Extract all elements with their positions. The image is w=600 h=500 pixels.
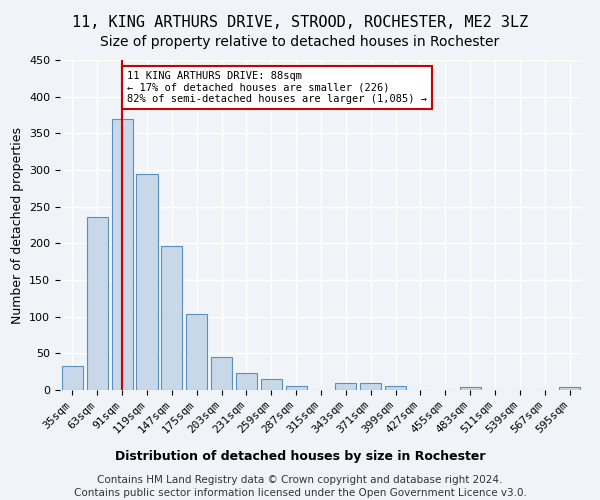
Text: Distribution of detached houses by size in Rochester: Distribution of detached houses by size … bbox=[115, 450, 485, 463]
Bar bbox=[186, 314, 207, 390]
Bar bbox=[559, 387, 580, 390]
Bar bbox=[62, 366, 83, 390]
Text: Contains public sector information licensed under the Open Government Licence v3: Contains public sector information licen… bbox=[74, 488, 526, 498]
Text: Contains HM Land Registry data © Crown copyright and database right 2024.: Contains HM Land Registry data © Crown c… bbox=[97, 475, 503, 485]
Bar bbox=[236, 373, 257, 390]
Bar bbox=[112, 120, 133, 390]
Text: Size of property relative to detached houses in Rochester: Size of property relative to detached ho… bbox=[100, 35, 500, 49]
Bar bbox=[286, 386, 307, 390]
Bar bbox=[161, 246, 182, 390]
Bar bbox=[211, 357, 232, 390]
Bar bbox=[136, 174, 158, 390]
Bar bbox=[87, 217, 108, 390]
Bar bbox=[385, 386, 406, 390]
Y-axis label: Number of detached properties: Number of detached properties bbox=[11, 126, 23, 324]
Bar bbox=[335, 382, 356, 390]
Bar bbox=[360, 382, 381, 390]
Bar bbox=[460, 387, 481, 390]
Bar bbox=[261, 379, 282, 390]
Text: 11, KING ARTHURS DRIVE, STROOD, ROCHESTER, ME2 3LZ: 11, KING ARTHURS DRIVE, STROOD, ROCHESTE… bbox=[72, 15, 528, 30]
Text: 11 KING ARTHURS DRIVE: 88sqm
← 17% of detached houses are smaller (226)
82% of s: 11 KING ARTHURS DRIVE: 88sqm ← 17% of de… bbox=[127, 71, 427, 104]
